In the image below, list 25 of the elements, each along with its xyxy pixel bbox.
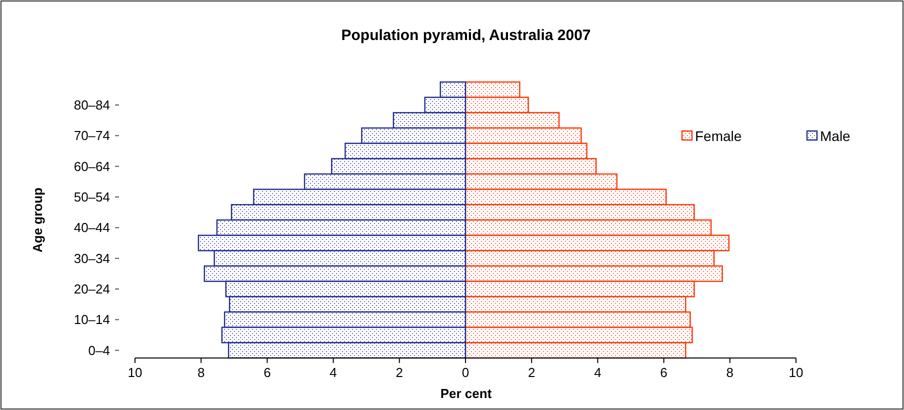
x-tick-label: 10 bbox=[128, 365, 142, 380]
y-tick-label: 80–84 bbox=[74, 98, 110, 112]
x-tick-label: 8 bbox=[726, 365, 734, 380]
x-axis-title: Per cent bbox=[440, 386, 492, 401]
y-tick-label: 40–44 bbox=[74, 220, 110, 236]
chart-title: Population pyramid, Australia 2007 bbox=[341, 27, 591, 44]
y-tick-label: 50–54 bbox=[74, 190, 110, 204]
y-axis-title: Age group bbox=[30, 187, 45, 252]
y-tick-label: 0–4 bbox=[88, 342, 110, 358]
x-tick-label: 6 bbox=[660, 365, 668, 380]
y-tick-label: 70–74 bbox=[74, 128, 110, 144]
legend-label: Female bbox=[695, 128, 742, 144]
y-tick-label: 20–24 bbox=[74, 282, 110, 296]
x-tick-label: 10 bbox=[788, 365, 804, 380]
y-tick-label: 10–14 bbox=[74, 312, 110, 328]
x-tick-label: 6 bbox=[264, 365, 271, 380]
x-tick-label: 2 bbox=[396, 365, 404, 380]
x-tick-label: 2 bbox=[528, 365, 536, 380]
y-tick-label: 60–64 bbox=[74, 158, 110, 174]
x-tick-label: 4 bbox=[594, 365, 602, 380]
x-tick-label: 0 bbox=[462, 365, 470, 380]
x-tick-label: 8 bbox=[197, 365, 205, 380]
y-tick-label: 30–34 bbox=[74, 250, 110, 266]
x-tick-label: 4 bbox=[330, 365, 337, 380]
legend-label: Male bbox=[820, 128, 851, 144]
